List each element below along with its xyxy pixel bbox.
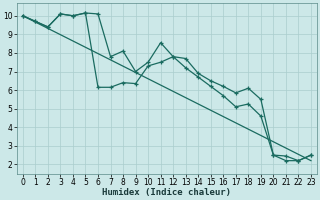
X-axis label: Humidex (Indice chaleur): Humidex (Indice chaleur) — [102, 188, 231, 197]
